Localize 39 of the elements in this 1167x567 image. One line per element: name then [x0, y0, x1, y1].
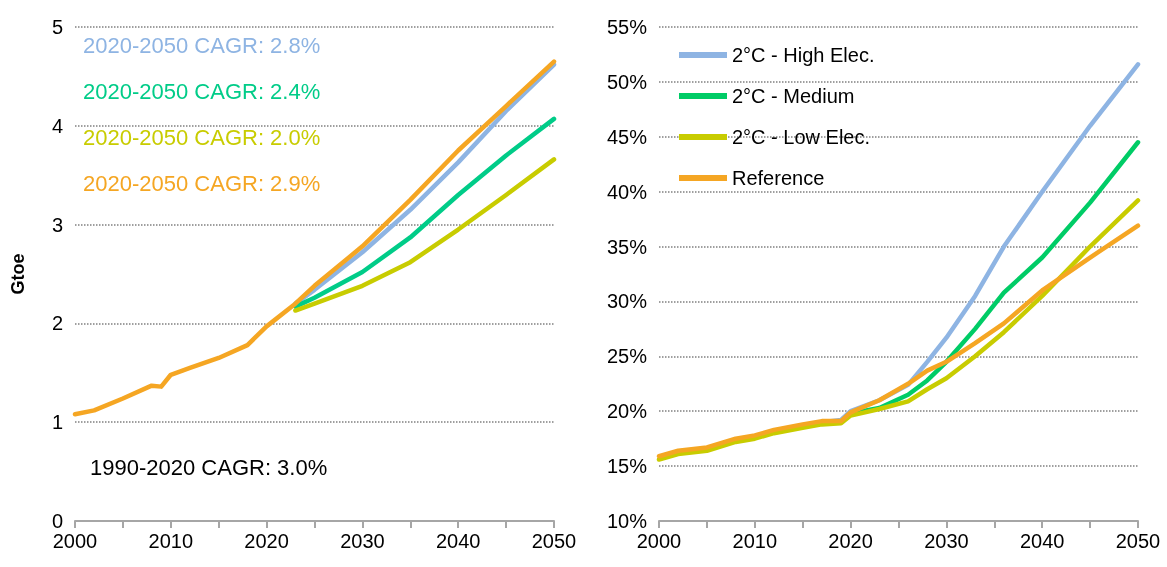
- x-tick-label: 2000: [636, 530, 681, 552]
- annotation: 2020-2050 CAGR: 2.4%: [83, 78, 321, 104]
- y-tick-label: 40%: [606, 180, 647, 203]
- annotation: 2020-2050 CAGR: 2.8%: [83, 32, 321, 58]
- legend-label: 2°C - Medium: [731, 85, 854, 107]
- x-tick-label: 2030: [340, 530, 385, 552]
- x-tick-label: 2020: [827, 530, 873, 552]
- y-tick-label: 15%: [606, 455, 647, 478]
- y-tick-label: 35%: [606, 235, 647, 258]
- x-tick-label: 2050: [531, 530, 577, 552]
- annotation: 1990-2020 CAGR: 3.0%: [90, 454, 328, 480]
- legend-label: Reference: [731, 167, 824, 189]
- x-tick-label: 2030: [923, 530, 969, 552]
- y-tick-label: 50%: [606, 70, 647, 93]
- y-tick-label: 0: [51, 510, 63, 532]
- line-series: [72, 59, 557, 417]
- y-tick-label: 1: [51, 411, 63, 434]
- y-tick-label: 4: [51, 114, 63, 137]
- y-tick-label: 45%: [606, 125, 647, 148]
- y-tick-label: 20%: [606, 400, 647, 423]
- x-tick-label: 2000: [52, 530, 98, 552]
- x-tick-label: 2010: [732, 530, 777, 552]
- legend-label: 2°C - Low Elec.: [731, 126, 870, 148]
- y-tick-label: 25%: [606, 345, 647, 368]
- x-tick-label: 2040: [435, 530, 481, 552]
- x-tick-label: 2050: [1115, 530, 1160, 552]
- legend-label: 2°C - High Elec.: [731, 44, 874, 66]
- y-tick-label: 3: [51, 213, 63, 236]
- x-tick-label: 2040: [1019, 530, 1064, 552]
- y-tick-label: 55%: [606, 16, 647, 38]
- x-tick-label: 2010: [148, 530, 194, 552]
- y-tick-label: 30%: [606, 290, 647, 313]
- y-tick-label: 10%: [606, 510, 647, 532]
- annotation: 2020-2050 CAGR: 2.9%: [83, 170, 321, 196]
- y-tick-label: 2: [51, 312, 63, 335]
- y-tick-label: 5: [51, 16, 63, 38]
- annotation: 2020-2050 CAGR: 2.0%: [83, 124, 321, 150]
- y-axis-title: Gtoe: [8, 253, 28, 295]
- x-tick-label: 2020: [244, 530, 289, 552]
